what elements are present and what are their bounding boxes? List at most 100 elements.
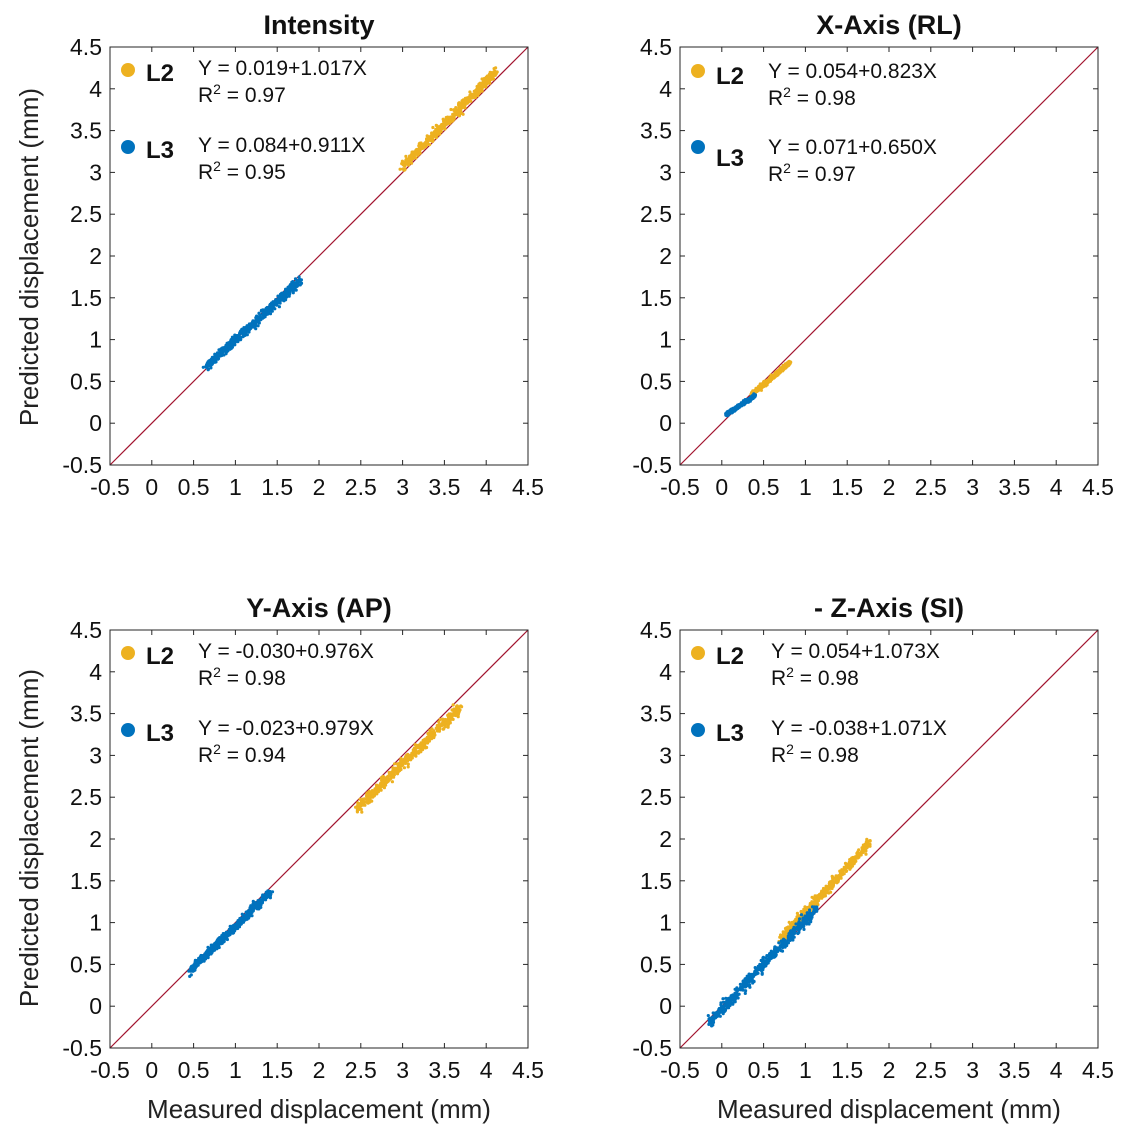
scatter-point-l2 xyxy=(421,741,425,745)
scatter-point-l3 xyxy=(256,907,260,911)
scatter-point-l3 xyxy=(213,360,217,364)
x-tick-label: 3 xyxy=(966,474,979,500)
x-tick-label: 1.5 xyxy=(831,1057,863,1083)
scatter-point-l2 xyxy=(448,118,452,122)
scatter-point-l2 xyxy=(460,99,464,103)
scatter-point-l3 xyxy=(733,987,737,991)
scatter-point-l2 xyxy=(355,810,359,814)
scatter-point-l3 xyxy=(215,939,219,944)
scatter-point-l2 xyxy=(829,890,833,894)
scatter-point-l3 xyxy=(719,1001,723,1005)
scatter-point-l3 xyxy=(741,988,745,992)
scatter-point-l2 xyxy=(864,846,868,850)
scatter-point-l2 xyxy=(362,797,367,801)
scatter-point-l3 xyxy=(777,941,781,945)
scatter-point-l3 xyxy=(291,283,296,287)
scatter-point-l3 xyxy=(277,305,281,309)
y-tick-label: 2 xyxy=(659,826,672,852)
scatter-point-l2 xyxy=(848,858,852,862)
scatter-point-l3 xyxy=(258,313,262,317)
scatter-point-l2 xyxy=(457,101,461,105)
scatter-point-l3 xyxy=(255,314,259,318)
scatter-point-l2 xyxy=(457,107,461,111)
scatter-point-l3 xyxy=(276,300,280,304)
scatter-point-l3 xyxy=(761,958,765,962)
scatter-point-l2 xyxy=(460,705,464,709)
scatter-point-l2 xyxy=(456,113,460,117)
scatter-point-l3 xyxy=(706,1014,710,1018)
scatter-point-l3 xyxy=(209,366,213,370)
scatter-point-l2 xyxy=(418,141,422,145)
regression-equation: Y = -0.023+0.979X xyxy=(198,717,374,740)
scatter-point-l2 xyxy=(864,852,868,856)
scatter-point-l2 xyxy=(468,90,472,94)
scatter-point-l3 xyxy=(261,311,265,315)
scatter-point-l2 xyxy=(410,157,414,161)
scatter-point-l2 xyxy=(479,87,483,91)
y-tick-label: 0 xyxy=(89,993,102,1019)
scatter-point-l3 xyxy=(808,908,812,912)
y-tick-label: 3 xyxy=(659,159,672,185)
scatter-point-l3 xyxy=(792,929,796,933)
series-label: L2 xyxy=(716,643,744,670)
series-l3-points xyxy=(187,889,275,979)
y-tick-label: 2.5 xyxy=(70,784,102,810)
scatter-point-l3 xyxy=(268,890,272,894)
scatter-point-l3 xyxy=(759,968,764,973)
scatter-point-l2 xyxy=(860,846,864,850)
scatter-point-l3 xyxy=(810,915,814,919)
scatter-point-l3 xyxy=(231,931,235,935)
scatter-point-l2 xyxy=(358,806,362,811)
x-tick-label: 0.5 xyxy=(178,474,210,500)
scatter-point-l2 xyxy=(427,731,431,736)
scatter-point-l3 xyxy=(763,961,768,965)
legend-marker xyxy=(691,140,705,154)
scatter-point-l3 xyxy=(221,938,225,942)
scatter-point-l3 xyxy=(257,899,261,903)
identity-line xyxy=(679,46,1099,466)
x-tick-label: 0 xyxy=(145,474,158,500)
scatter-point-l3 xyxy=(209,361,213,365)
scatter-point-l3 xyxy=(261,315,266,319)
scatter-point-l2 xyxy=(838,870,843,874)
scatter-point-l3 xyxy=(783,938,787,943)
scatter-point-l2 xyxy=(427,737,431,741)
scatter-point-l2 xyxy=(370,789,374,793)
scatter-point-l3 xyxy=(189,973,193,977)
scatter-point-l3 xyxy=(299,281,303,285)
r-squared: R2 = 0.94 xyxy=(198,741,286,767)
x-tick-label: 0 xyxy=(145,1057,158,1083)
x-tick-label: 1.5 xyxy=(831,474,863,500)
y-tick-label: 3.5 xyxy=(640,118,672,144)
scatter-point-l2 xyxy=(406,758,410,762)
scatter-point-l3 xyxy=(253,901,257,905)
y-axis-label-bottom: Predicted displacement (mm) xyxy=(14,669,44,1007)
scatter-point-l3 xyxy=(218,348,222,352)
legend-marker xyxy=(121,63,135,77)
scatter-point-l2 xyxy=(851,861,855,865)
scatter-point-l3 xyxy=(733,406,738,410)
scatter-point-l2 xyxy=(417,750,421,754)
scatter-point-l2 xyxy=(434,135,438,140)
scatter-point-l2 xyxy=(399,758,403,763)
scatter-point-l2 xyxy=(438,717,442,722)
scatter-point-l3 xyxy=(193,959,198,963)
chart-title: X-Axis (RL) xyxy=(816,10,962,40)
scatter-point-l2 xyxy=(437,725,441,729)
scatter-point-l3 xyxy=(805,922,809,926)
scatter-point-l3 xyxy=(199,959,203,964)
y-tick-label: 4.5 xyxy=(640,617,672,643)
identity-line xyxy=(109,46,529,466)
series-l2-points xyxy=(398,66,499,172)
scatter-point-l2 xyxy=(421,746,425,750)
scatter-point-l2 xyxy=(397,768,401,772)
scatter-point-l3 xyxy=(746,398,751,402)
scatter-point-l3 xyxy=(711,1011,715,1015)
x-tick-label: 2 xyxy=(883,474,896,500)
scatter-point-l2 xyxy=(486,80,490,84)
scatter-point-l3 xyxy=(723,1009,727,1013)
scatter-point-l2 xyxy=(371,794,375,798)
scatter-point-l2 xyxy=(414,156,418,160)
scatter-point-l2 xyxy=(458,103,462,107)
